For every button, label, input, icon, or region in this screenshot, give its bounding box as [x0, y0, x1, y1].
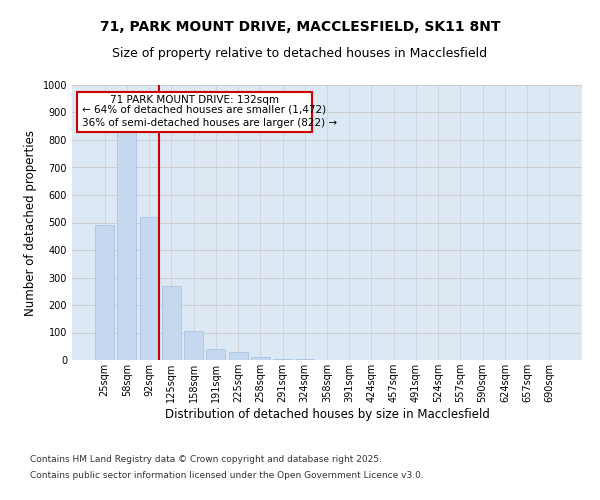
Bar — [118, 130, 136, 360]
Text: 36% of semi-detached houses are larger (822) →: 36% of semi-detached houses are larger (… — [82, 118, 337, 128]
Bar — [206, 349, 225, 360]
FancyBboxPatch shape — [77, 92, 312, 132]
Text: 71, PARK MOUNT DRIVE, MACCLESFIELD, SK11 8NT: 71, PARK MOUNT DRIVE, MACCLESFIELD, SK11… — [100, 20, 500, 34]
Bar — [95, 225, 114, 360]
Bar — [273, 358, 292, 360]
Text: Contains public sector information licensed under the Open Government Licence v3: Contains public sector information licen… — [30, 470, 424, 480]
Text: ← 64% of detached houses are smaller (1,472): ← 64% of detached houses are smaller (1,… — [82, 105, 326, 115]
Bar — [229, 352, 248, 360]
Text: Contains HM Land Registry data © Crown copyright and database right 2025.: Contains HM Land Registry data © Crown c… — [30, 456, 382, 464]
Bar — [162, 286, 181, 360]
Bar — [140, 217, 158, 360]
Bar — [184, 331, 203, 360]
Bar — [251, 357, 270, 360]
Text: Size of property relative to detached houses in Macclesfield: Size of property relative to detached ho… — [112, 48, 488, 60]
Y-axis label: Number of detached properties: Number of detached properties — [24, 130, 37, 316]
Text: 71 PARK MOUNT DRIVE: 132sqm: 71 PARK MOUNT DRIVE: 132sqm — [110, 94, 279, 104]
X-axis label: Distribution of detached houses by size in Macclesfield: Distribution of detached houses by size … — [164, 408, 490, 421]
